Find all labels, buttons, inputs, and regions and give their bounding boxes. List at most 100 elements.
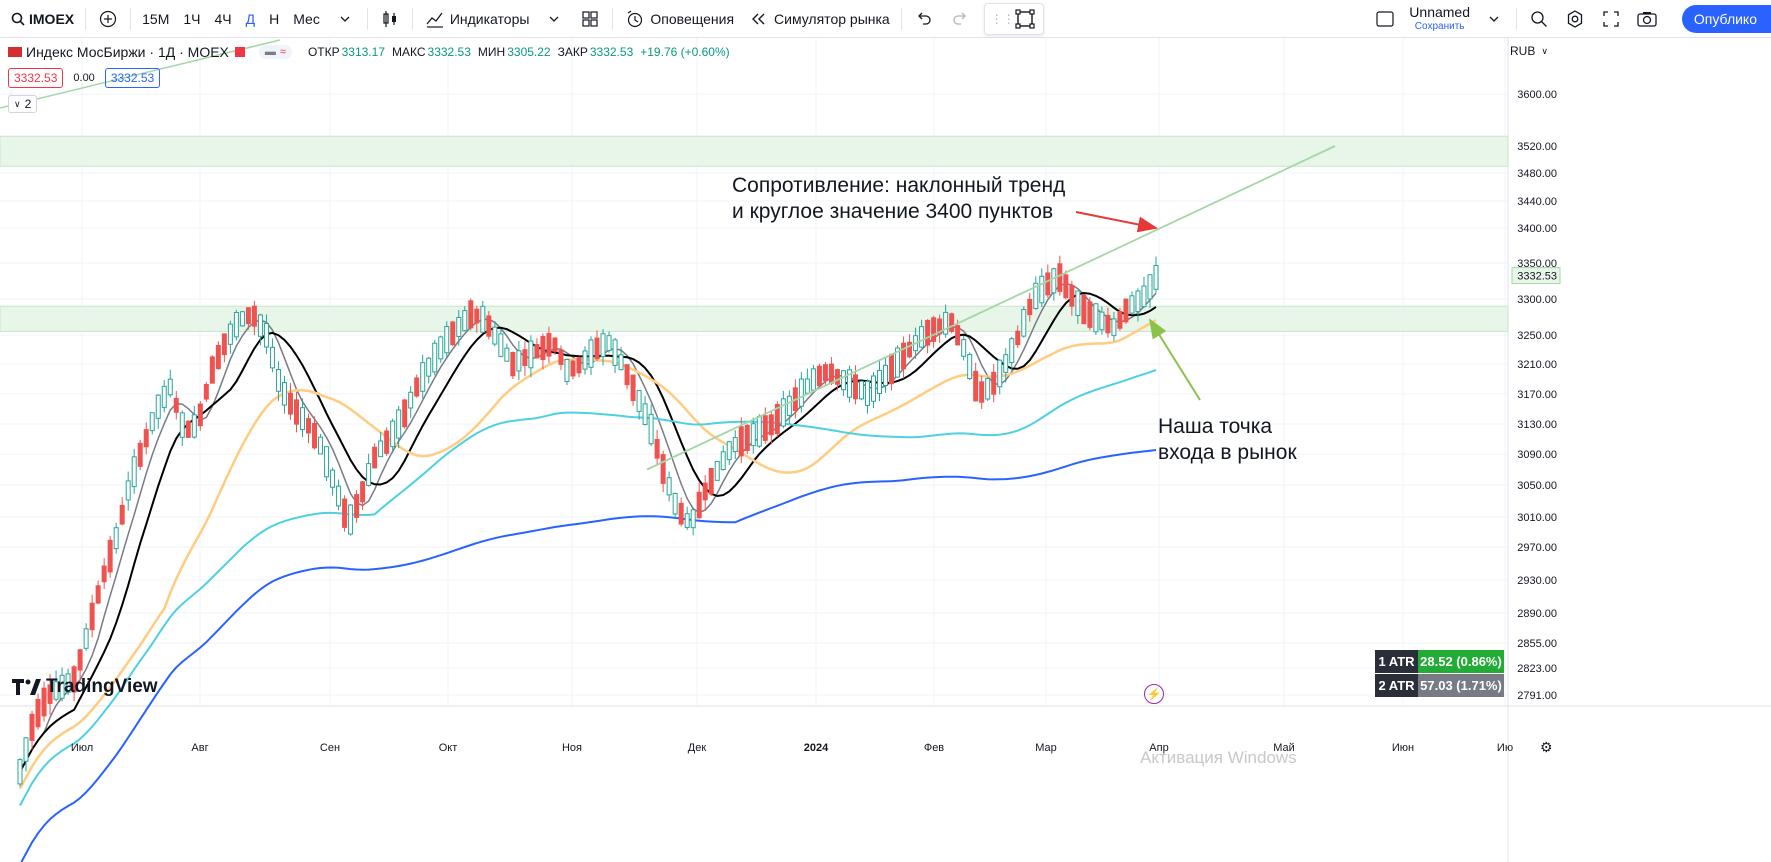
time-tick-label: Ию [1497,742,1513,754]
candle-body [23,737,29,762]
price-tick-label: 2930.00 [1517,575,1557,587]
candle-body [504,347,510,362]
status-dot-icon [234,47,245,57]
price-tick-label: 3170.00 [1517,389,1557,401]
interval-1h[interactable]: 1Ч [183,10,201,27]
interval-dropdown[interactable] [327,0,363,38]
indicators-button[interactable]: Индикаторы [417,0,537,38]
undo-icon [913,8,935,30]
price-tick-label: 2970.00 [1517,542,1557,554]
candle-body [324,446,330,478]
candle-body [1009,338,1015,364]
divider [612,7,614,30]
drawing-handle[interactable]: ⋮⋮ [983,2,1044,35]
chart-canvas[interactable]: 3600.00 3520.00 3480.00 3440.00 3400.00 3350.… [0,38,1771,862]
candle-body [804,378,810,394]
quick-search-button[interactable] [1521,0,1557,38]
candle-body [522,349,528,366]
tradingview-logo[interactable]: TradingView [12,676,158,698]
time-tick-label: Ноя [562,742,582,754]
candle-body [828,363,834,384]
gear-icon: ⚙ [1540,739,1553,755]
candle-body [624,364,630,386]
snapshot-button[interactable] [1629,0,1665,38]
time-tick-label: Окт [439,742,458,754]
symbol-search[interactable]: IMOEX [0,0,81,38]
candle-body [750,423,756,447]
atr-value: 57.03 (1.71%) [1418,674,1504,697]
candle-body [215,344,221,370]
publish-button[interactable]: Опублико [1681,5,1771,33]
candle-body [516,350,522,372]
chevron-down-icon [334,8,356,30]
layout-dropdown[interactable] [1476,0,1512,38]
candle-body [684,513,690,528]
candle-body [660,454,666,484]
indicators-collapse-button[interactable]: ∨ 2 [8,95,38,113]
time-tick-label: Июл [71,742,93,754]
resistance-annotation[interactable]: Сопротивление: наклонный тренд и круглое… [732,173,1065,225]
candle-body [606,335,612,351]
redo-button[interactable] [942,0,978,38]
indicators-dropdown[interactable] [536,0,572,38]
bolt-icon[interactable]: ⚡ [1144,684,1164,704]
candle-body [1099,311,1105,331]
entry-annotation[interactable]: Наша точка входа в рынок [1158,414,1297,466]
candle-body [961,339,967,357]
candle-body [143,429,149,448]
compare-button[interactable] [90,0,126,38]
settings-button[interactable] [1557,0,1593,38]
interval-1w[interactable]: Н [269,10,280,27]
layouts-button[interactable] [572,0,608,38]
alerts-button[interactable]: Оповещения [617,0,741,38]
alerts-label: Оповещения [650,10,735,27]
candle-body [227,323,233,345]
atr-value: 28.52 (0.86%) [1418,650,1504,673]
time-tick-label: Июн [1392,742,1414,754]
save-label: Сохранить [1414,20,1465,32]
candle-body [690,509,696,529]
interval-15m[interactable]: 15М [142,10,170,27]
candle-body [979,381,985,403]
candle-body [552,337,558,352]
price-tick-label: 3480.00 [1517,168,1557,180]
buy-button[interactable]: 3332.53 [104,68,161,88]
chart-type-button[interactable] [372,0,408,38]
candle-body [534,344,540,359]
flag-icon [8,47,22,57]
low-value: 3305.22 [507,45,551,59]
candle-body [360,481,366,503]
undo-button[interactable] [906,0,942,38]
time-tick-label: Апр [1149,742,1168,754]
ma-black-line [19,291,1157,773]
save-layout-button[interactable]: Unnamed Сохранить [1403,4,1476,32]
legend-title[interactable]: Индекс МосБиржи · 1Д · MOEX [26,44,229,60]
candle-body [738,426,744,457]
candle-body [131,456,137,488]
close-value: 3332.53 [589,45,634,59]
ma-cyan-line [19,369,1157,806]
candle-body [95,585,101,604]
replay-label: Симулятор рынка [774,10,890,27]
currency-selector[interactable]: RUB ∨ [1510,44,1548,58]
candle-body [1117,311,1123,329]
sell-button[interactable]: 3332.53 [8,68,64,88]
candle-body [925,319,931,346]
divider [411,7,413,30]
layout-checkbox[interactable] [1367,0,1403,38]
candle-body [354,494,360,518]
interval-1d[interactable]: Д [245,10,256,27]
candle-body [125,480,131,501]
interval-1mo[interactable]: Мес [293,10,320,27]
candle-body [834,369,840,385]
alarm-clock-icon [624,8,646,30]
replay-button[interactable]: Симулятор рынка [741,0,897,38]
fullscreen-button[interactable] [1593,0,1629,38]
price-tick-label: 3130.00 [1517,419,1557,431]
candle-body [107,539,113,573]
candle-body [456,316,462,337]
candle-body [306,418,312,434]
entry-text-line2: входа в рынок [1158,441,1297,464]
interval-4h[interactable]: 4Ч [214,10,232,27]
legend-toggles[interactable]: ▬ ≈ [258,45,292,59]
